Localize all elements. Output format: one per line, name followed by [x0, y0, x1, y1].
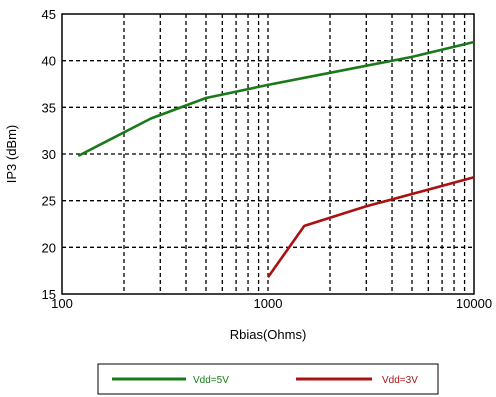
x-tick-label: 10000	[456, 296, 492, 311]
legend: Vdd=5V Vdd=3V	[97, 363, 439, 395]
x-axis-label: Rbias(Ohms)	[230, 327, 307, 342]
plot-area	[61, 13, 475, 295]
y-tick-label: 25	[42, 194, 56, 209]
legend-label-vdd5v: Vdd=5V	[193, 375, 229, 386]
series-line-vdd-5v	[77, 40, 475, 158]
legend-label-vdd3v: Vdd=3V	[382, 375, 418, 386]
y-tick-label: 40	[42, 54, 56, 69]
y-tick-label: 15	[42, 287, 56, 302]
x-tick-label: 100	[51, 296, 73, 311]
y-tick-label: 35	[42, 100, 56, 115]
x-tick-label: 1000	[254, 296, 283, 311]
grid-lines	[62, 14, 474, 294]
x-axis-ticks: 100 1000 10000	[51, 296, 492, 311]
y-tick-label: 30	[42, 147, 56, 162]
y-tick-label: 45	[42, 7, 56, 22]
series-lines	[77, 40, 475, 278]
series-line-vdd-3v	[266, 176, 475, 278]
y-axis-ticks: 15 20 25 30 35 40 45	[42, 7, 56, 302]
y-axis-label: IP3 (dBm)	[4, 125, 19, 184]
y-tick-label: 20	[42, 240, 56, 255]
